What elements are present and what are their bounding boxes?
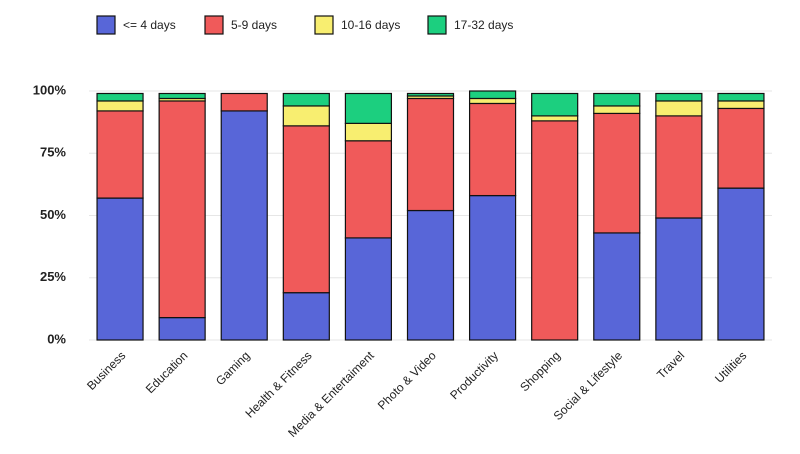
- bar-segment: [531, 92, 579, 117]
- x-tick-label: Utilities: [712, 348, 749, 385]
- x-tick-label: Education: [143, 348, 191, 396]
- legend-label: 10-16 days: [341, 18, 400, 32]
- legend-swatch: [204, 15, 224, 35]
- bar-segment: [406, 92, 455, 97]
- legend-swatch: [314, 15, 334, 35]
- bar-segment: [468, 90, 517, 100]
- y-tick-label: 25%: [40, 269, 66, 284]
- bar-segment: [158, 100, 206, 319]
- bar-segment: [531, 120, 579, 341]
- x-tick-label: Productivity: [447, 348, 501, 402]
- bar-segment: [282, 105, 330, 127]
- legend-label: <= 4 days: [123, 18, 176, 32]
- bar-segment: [593, 105, 641, 115]
- bar-segment: [655, 217, 703, 341]
- x-tick-label: Gaming: [213, 348, 253, 388]
- y-tick-label: 100%: [33, 82, 67, 97]
- bar-segment: [468, 194, 517, 341]
- bar-segment: [717, 100, 765, 110]
- x-tick-label: Business: [84, 348, 128, 392]
- bar-segment: [158, 316, 206, 341]
- bar-segment: [655, 92, 703, 102]
- bar-segment: [96, 110, 144, 199]
- legend-label: 5-9 days: [231, 18, 277, 32]
- bar-segment: [593, 92, 641, 107]
- y-tick-label: 75%: [40, 145, 66, 160]
- bar-segment: [655, 115, 703, 219]
- bar-segment: [220, 92, 268, 112]
- bar-segment: [282, 125, 330, 294]
- bar-segment: [96, 100, 144, 112]
- bar-segment: [344, 140, 393, 239]
- y-tick-label: 50%: [40, 207, 66, 222]
- bar-segment: [220, 110, 268, 341]
- bar-segment: [344, 237, 393, 341]
- legend-label: 17-32 days: [454, 18, 513, 32]
- legend-swatch: [427, 15, 447, 35]
- bar-segment: [344, 122, 393, 142]
- bar-segment: [593, 112, 641, 234]
- bar-segment: [717, 92, 765, 102]
- bar-segment: [158, 92, 206, 100]
- x-tick-label: Health & Fitness: [243, 348, 315, 420]
- bar-segment: [655, 100, 703, 117]
- bar-segment: [96, 197, 144, 341]
- bar-segment: [406, 209, 455, 341]
- x-tick-label: Travel: [654, 348, 687, 381]
- bar-segment: [593, 232, 641, 341]
- bar-segment: [282, 292, 330, 341]
- bar-segment: [282, 92, 330, 107]
- legend-swatch: [96, 15, 116, 35]
- bar-segment: [344, 92, 393, 124]
- y-tick-label: 0%: [47, 331, 66, 346]
- bar-segment: [406, 97, 455, 212]
- bar-segment: [531, 115, 579, 122]
- bar-segment: [717, 187, 765, 341]
- bar-segment: [96, 92, 144, 102]
- x-tick-label: Shopping: [517, 348, 563, 394]
- x-tick-label: Photo & Video: [375, 348, 439, 412]
- bar-segment: [468, 102, 517, 197]
- bar-segment: [717, 107, 765, 189]
- bar-segment: [468, 97, 517, 105]
